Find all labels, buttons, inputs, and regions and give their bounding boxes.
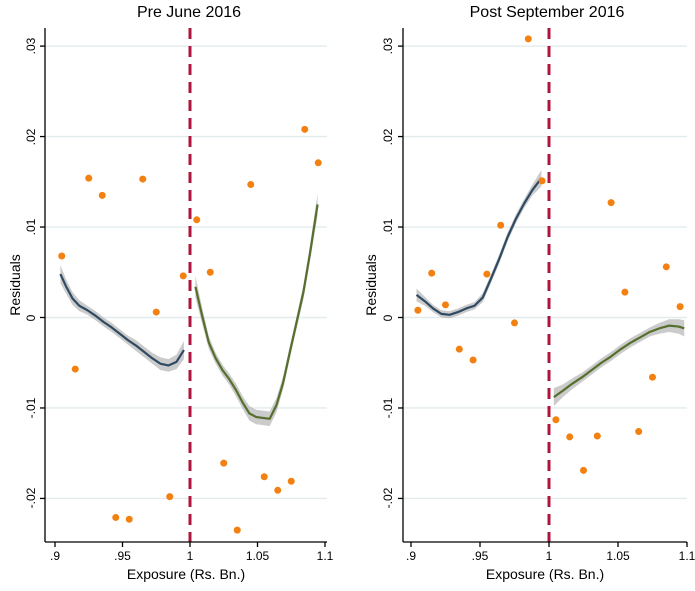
scatter-point: [524, 35, 532, 43]
y-tick-label: .02: [24, 128, 38, 145]
scatter-point: [552, 416, 560, 424]
y-tick-label: 0: [24, 314, 38, 321]
scatter-point: [152, 308, 160, 316]
scatter-point: [301, 125, 309, 133]
panel-title-post: Post September 2016: [469, 4, 625, 21]
scatter-point: [483, 270, 491, 278]
scatter-point: [260, 473, 268, 481]
scatter-point: [649, 373, 656, 381]
x-tick-label: .95: [114, 549, 131, 563]
scatter-point: [414, 306, 422, 314]
scatter-point: [621, 288, 629, 296]
scatter-point: [497, 221, 505, 229]
y-tick-label: -.01: [24, 397, 38, 419]
scatter-point: [635, 427, 643, 435]
scatter-point: [274, 486, 282, 494]
pre-cutoff-fit-ci-band: [416, 170, 542, 319]
scatter-point: [71, 365, 79, 373]
x-tick-label: .95: [471, 549, 489, 563]
scatter-point: [455, 345, 463, 353]
post-cutoff-fit-ci-band: [553, 319, 685, 407]
x-tick-label: 1.1: [678, 549, 695, 563]
x-tick-label: .9: [405, 549, 417, 563]
y-axis-title-pre: Residuals: [7, 254, 23, 316]
scatter-point: [662, 263, 670, 271]
scatter-point: [112, 513, 120, 521]
scatter-point: [166, 493, 174, 501]
x-tick-label: 1.05: [606, 549, 630, 563]
y-tick-label: -.02: [381, 488, 395, 509]
pre-cutoff-fit-ci-band: [60, 265, 184, 372]
scatter-point: [287, 477, 295, 485]
scatter-point: [247, 181, 255, 189]
y-tick-label: -.01: [381, 397, 395, 419]
x-axis-title-post: Exposure (Rs. Bn.): [485, 566, 605, 582]
scatter-point: [442, 301, 449, 309]
scatter-point: [233, 526, 241, 534]
y-tick-label: .01: [24, 218, 38, 236]
y-axis-title-post: Residuals: [363, 254, 379, 316]
x-tick-label: 1.05: [245, 549, 270, 563]
y-tick-label: .03: [381, 37, 395, 55]
scatter-point: [125, 515, 133, 523]
scatter-point: [220, 459, 228, 467]
scatter-point: [58, 252, 66, 260]
scatter-point: [314, 159, 322, 167]
x-tick-label: .9: [49, 549, 61, 563]
x-tick-label: 1: [545, 549, 553, 563]
y-tick-label: -.02: [24, 488, 38, 509]
scatter-point: [139, 175, 147, 183]
scatter-point: [98, 191, 106, 199]
scatter-point: [580, 466, 587, 474]
scatter-point: [85, 174, 93, 182]
scatter-point: [511, 319, 518, 327]
scatter-point: [179, 272, 187, 280]
pre-cutoff-fit-line: [415, 177, 543, 316]
pre-cutoff-fit-line: [59, 273, 185, 367]
post-cutoff-fit-line: [194, 204, 319, 420]
scatter-point: [193, 216, 201, 224]
scatter-point: [593, 432, 601, 440]
scatter-point: [566, 433, 574, 441]
scatter-point: [676, 303, 684, 311]
scatter-point: [538, 177, 546, 185]
x-tick-label: 1: [186, 549, 194, 563]
y-tick-label: 0: [381, 314, 395, 321]
scatter-point: [428, 269, 436, 277]
post-cutoff-fit-line: [553, 324, 685, 399]
y-tick-label: .02: [381, 128, 395, 145]
x-tick-label: 1.1: [316, 549, 334, 563]
x-axis-title-pre: Exposure (Rs. Bn.): [126, 566, 246, 582]
y-tick-label: .01: [381, 218, 395, 236]
panel-title-pre: Pre June 2016: [136, 4, 242, 21]
scatter-point: [607, 199, 615, 207]
y-tick-label: .03: [24, 37, 38, 55]
scatter-point: [469, 356, 477, 364]
scatter-point: [206, 268, 214, 276]
